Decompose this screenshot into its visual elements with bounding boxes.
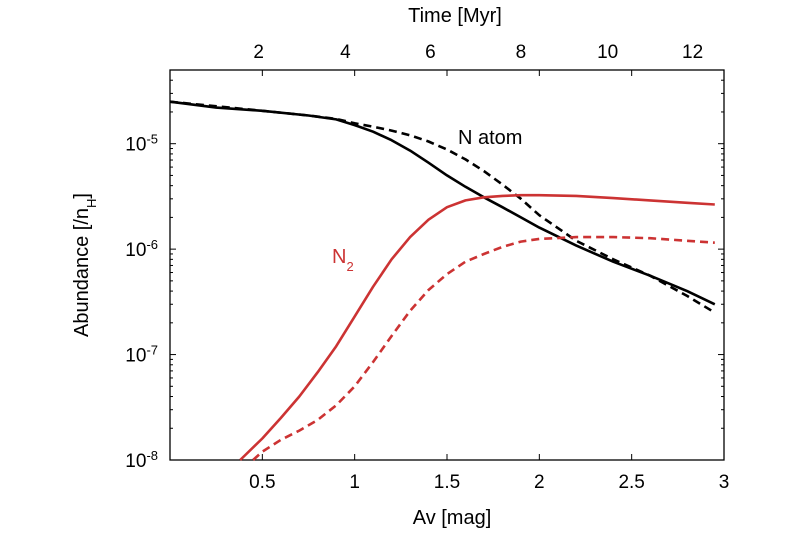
top-tick-label: 10 (597, 42, 618, 63)
annotation-n-atom: N atom (458, 127, 522, 149)
plot-frame (169, 69, 725, 461)
y-axis-title-main: Abundance [/n (71, 208, 93, 337)
x-tick-label: 2 (534, 472, 545, 493)
y-tick-label-exponent: -8 (146, 448, 158, 463)
axis-ticks (170, 69, 725, 461)
y-tick-label: 10-7 (125, 342, 158, 367)
top-tick-label: 6 (425, 42, 436, 63)
y-tick-label-base: 10 (125, 135, 146, 156)
x-tick-label: 2.5 (618, 472, 644, 493)
y-tick-label-base: 10 (125, 240, 146, 261)
top-tick-label: 2 (253, 42, 264, 63)
n-atom-dashed-line (169, 100, 716, 314)
top-tick-label: 12 (682, 42, 703, 63)
y-tick-label-exponent: -5 (146, 131, 158, 146)
annotation-n2-main: N (332, 246, 346, 268)
y-tick-label-base: 10 (125, 346, 146, 367)
top-tick-label: 4 (340, 42, 351, 63)
y-axis-title-sub: H (84, 199, 99, 208)
x-tick-label: 0.5 (249, 472, 275, 493)
x-tick-label: 3 (719, 472, 730, 493)
y-tick-label-exponent: -6 (146, 237, 158, 252)
y-axis-title-close: ] (71, 193, 93, 199)
n-atom-solid-line (169, 100, 716, 306)
n2-dashed-line (252, 235, 715, 461)
annotation-n2-sub: 2 (346, 259, 353, 274)
y-tick-label: 10-6 (125, 237, 158, 262)
annotation-n2: N2 (332, 246, 354, 274)
y-tick-label-base: 10 (125, 451, 146, 472)
x-tick-label: 1 (349, 472, 360, 493)
top-tick-label: 8 (516, 42, 527, 63)
x-tick-label: 1.5 (434, 472, 460, 493)
top-axis-title: Time [Myr] (408, 5, 502, 27)
y-axis-title: Abundance [/nH] (71, 193, 99, 337)
n2-solid-line (239, 193, 715, 461)
series-layer (169, 100, 716, 461)
y-tick-label-exponent: -7 (146, 342, 158, 357)
y-tick-label: 10-8 (125, 448, 158, 473)
y-tick-label: 10-5 (125, 131, 158, 156)
x-axis-title: Av [mag] (413, 507, 492, 529)
